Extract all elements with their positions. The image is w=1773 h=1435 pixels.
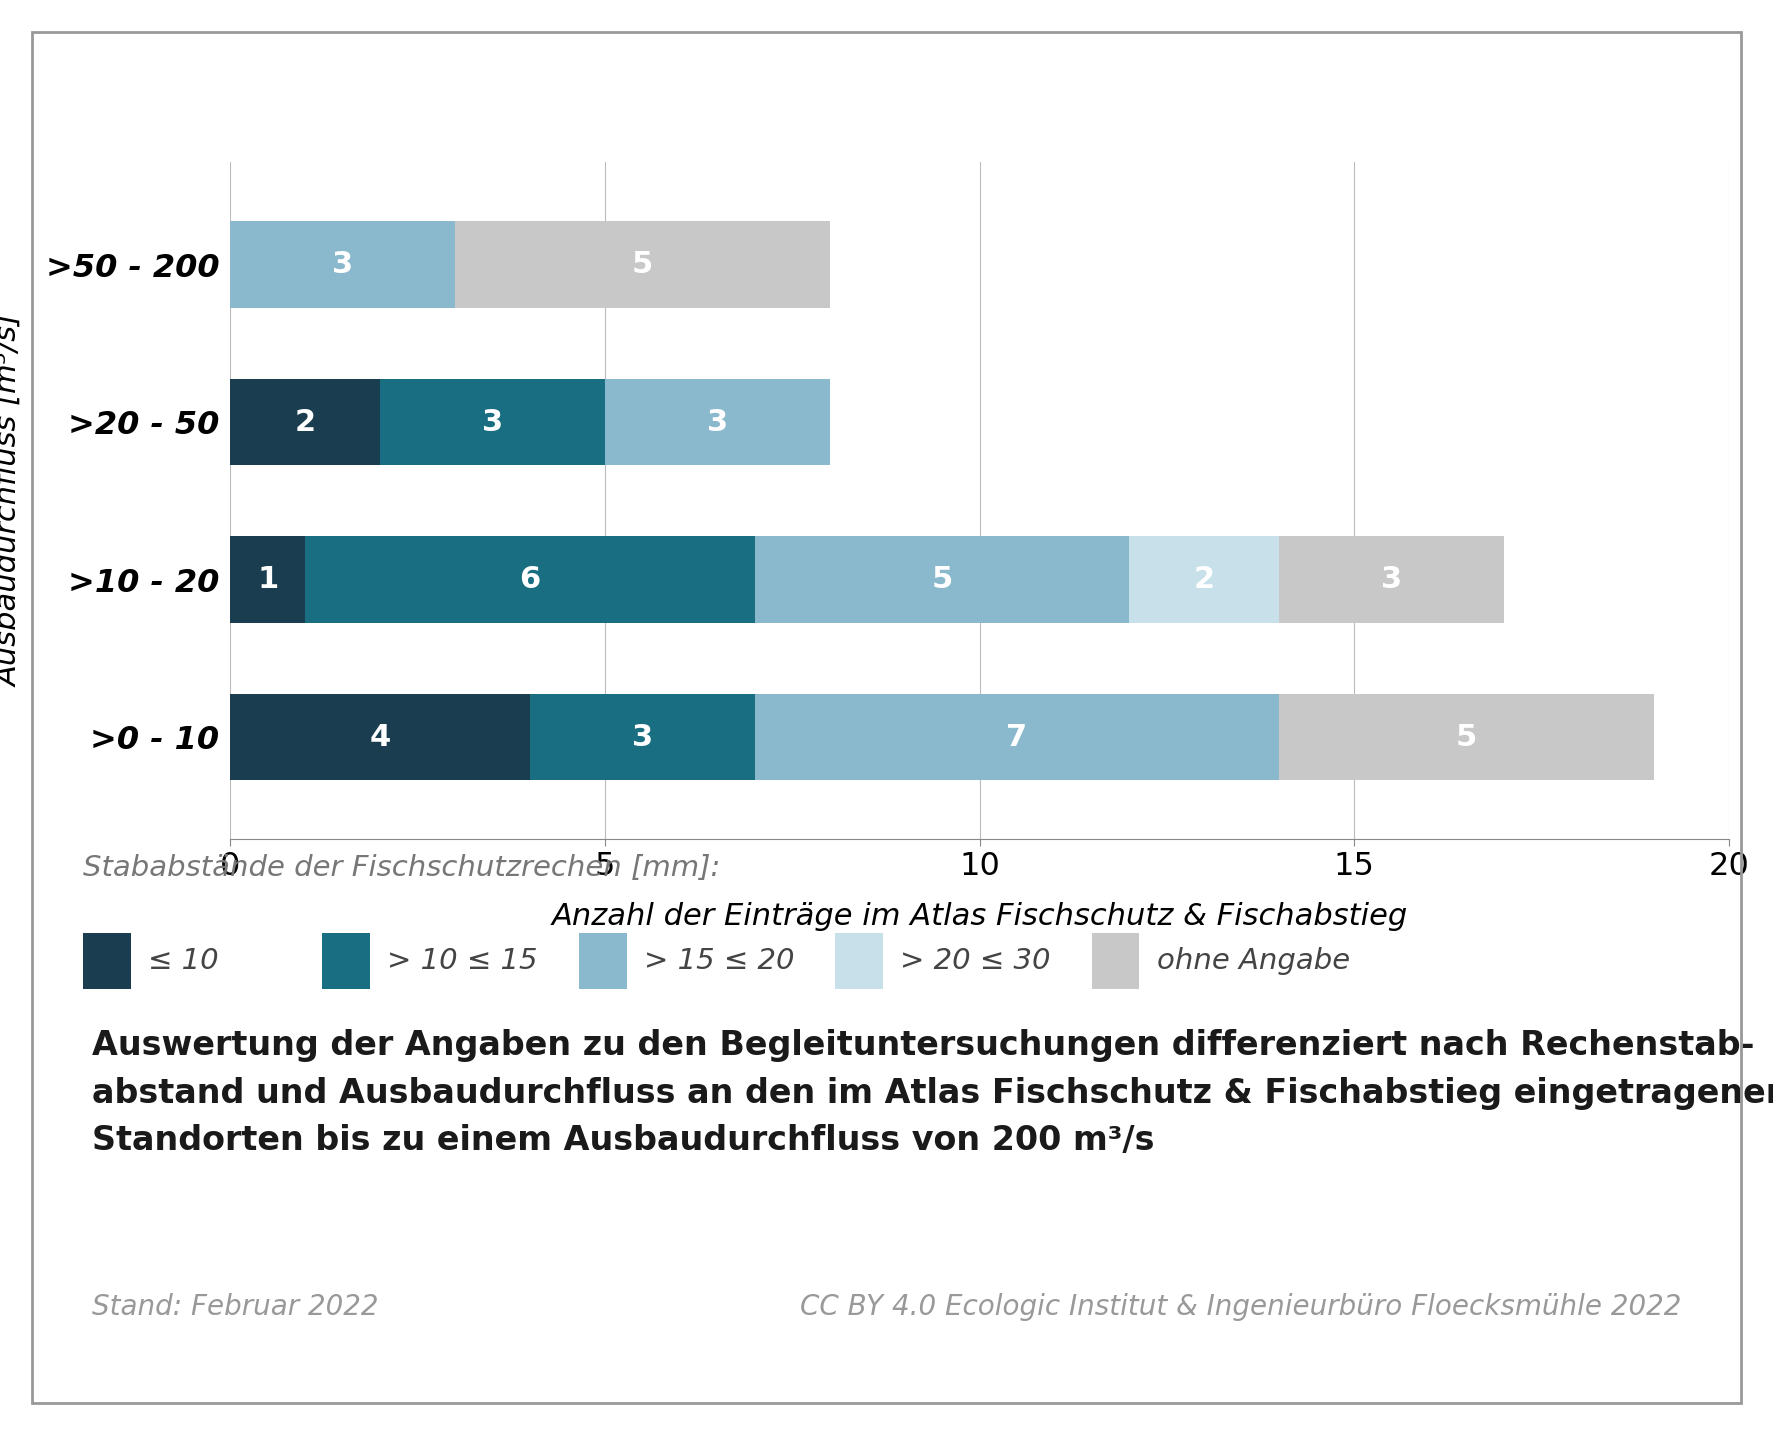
Text: 3: 3	[332, 250, 353, 278]
Text: 3: 3	[631, 723, 652, 752]
Bar	[230, 693, 530, 781]
Text: Auswertung der Angaben zu den Begleituntersuchungen differenziert nach Rechensta: Auswertung der Angaben zu den Begleitunt…	[92, 1029, 1773, 1157]
Text: > 20 ≤ 30: > 20 ≤ 30	[901, 947, 1051, 976]
Y-axis label: Ausbaudurchfluss [m³/s]: Ausbaudurchfluss [m³/s]	[0, 314, 23, 687]
Bar	[605, 379, 830, 465]
Text: 2: 2	[1193, 565, 1215, 594]
FancyBboxPatch shape	[1092, 933, 1140, 989]
Bar	[1280, 693, 1654, 781]
Bar	[305, 537, 755, 623]
Text: Stand: Februar 2022: Stand: Februar 2022	[92, 1293, 378, 1322]
Bar	[755, 693, 1280, 781]
Bar	[1129, 537, 1280, 623]
Text: 5: 5	[631, 250, 652, 278]
Text: 1: 1	[257, 565, 278, 594]
Text: 3: 3	[707, 408, 729, 436]
Text: CC BY 4.0 Ecologic Institut & Ingenieurbüro Floecksmühle 2022: CC BY 4.0 Ecologic Institut & Ingenieurb…	[800, 1293, 1681, 1322]
Text: 3: 3	[482, 408, 504, 436]
Text: ≤ 10: ≤ 10	[149, 947, 218, 976]
Text: 5: 5	[1456, 723, 1477, 752]
Bar	[230, 379, 379, 465]
Bar	[755, 537, 1129, 623]
FancyBboxPatch shape	[835, 933, 883, 989]
Bar	[230, 221, 456, 309]
Text: 2: 2	[294, 408, 316, 436]
Bar	[379, 379, 605, 465]
FancyBboxPatch shape	[83, 933, 131, 989]
Text: Begleituntersuchungen im Atlas: Begleituntersuchungen im Atlas	[408, 65, 1365, 118]
Text: > 10 ≤ 15: > 10 ≤ 15	[388, 947, 537, 976]
Text: Stababstände der Fischschutzrechen [mm]:: Stababstände der Fischschutzrechen [mm]:	[83, 854, 720, 883]
Text: 3: 3	[1381, 565, 1402, 594]
FancyBboxPatch shape	[323, 933, 371, 989]
Bar	[230, 537, 305, 623]
Bar	[1280, 537, 1504, 623]
Bar	[530, 693, 755, 781]
Text: ohne Angabe: ohne Angabe	[1156, 947, 1349, 976]
Text: 7: 7	[1007, 723, 1028, 752]
Text: > 15 ≤ 20: > 15 ≤ 20	[644, 947, 794, 976]
Text: 6: 6	[519, 565, 541, 594]
X-axis label: Anzahl der Einträge im Atlas Fischschutz & Fischabstieg: Anzahl der Einträge im Atlas Fischschutz…	[551, 901, 1408, 931]
Text: 5: 5	[931, 565, 952, 594]
Text: 4: 4	[371, 723, 390, 752]
FancyBboxPatch shape	[578, 933, 626, 989]
Bar	[456, 221, 830, 309]
